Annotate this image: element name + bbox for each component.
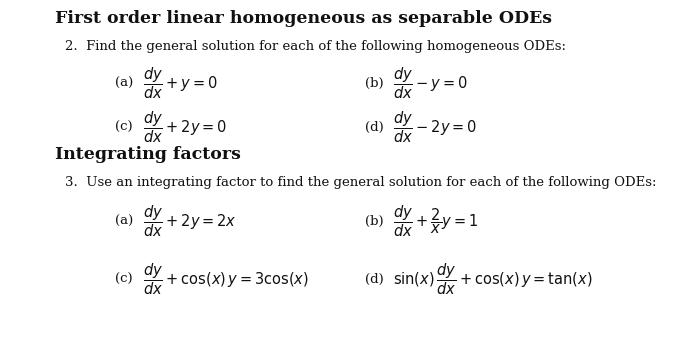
Text: $\dfrac{dy}{dx} + \cos(x)\,y = 3\cos(x)$: $\dfrac{dy}{dx} + \cos(x)\,y = 3\cos(x)$ — [143, 261, 309, 297]
Text: First order linear homogeneous as separable ODEs: First order linear homogeneous as separa… — [55, 10, 552, 27]
Text: (d): (d) — [365, 272, 384, 285]
Text: $\dfrac{dy}{dx} - 2y = 0$: $\dfrac{dy}{dx} - 2y = 0$ — [393, 109, 477, 145]
Text: $\dfrac{dy}{dx} + 2y = 0$: $\dfrac{dy}{dx} + 2y = 0$ — [143, 109, 227, 145]
Text: 3.  Use an integrating factor to find the general solution for each of the follo: 3. Use an integrating factor to find the… — [65, 176, 657, 189]
Text: (c): (c) — [115, 272, 132, 285]
Text: (b): (b) — [365, 76, 384, 89]
Text: Integrating factors: Integrating factors — [55, 146, 241, 163]
Text: 2.  Find the general solution for each of the following homogeneous ODEs:: 2. Find the general solution for each of… — [65, 40, 566, 53]
Text: (a): (a) — [115, 214, 133, 227]
Text: (a): (a) — [115, 76, 133, 89]
Text: $\dfrac{dy}{dx} + y = 0$: $\dfrac{dy}{dx} + y = 0$ — [143, 65, 218, 101]
Text: $\dfrac{dy}{dx} + \dfrac{2}{x}y = 1$: $\dfrac{dy}{dx} + \dfrac{2}{x}y = 1$ — [393, 203, 478, 239]
Text: $\dfrac{dy}{dx} + 2y = 2x$: $\dfrac{dy}{dx} + 2y = 2x$ — [143, 203, 237, 239]
Text: (c): (c) — [115, 120, 132, 133]
Text: $\sin(x)\,\dfrac{dy}{dx} + \cos(x)\,y = \tan(x)$: $\sin(x)\,\dfrac{dy}{dx} + \cos(x)\,y = … — [393, 261, 592, 297]
Text: (d): (d) — [365, 120, 384, 133]
Text: (b): (b) — [365, 214, 384, 227]
Text: $\dfrac{dy}{dx} - y = 0$: $\dfrac{dy}{dx} - y = 0$ — [393, 65, 468, 101]
